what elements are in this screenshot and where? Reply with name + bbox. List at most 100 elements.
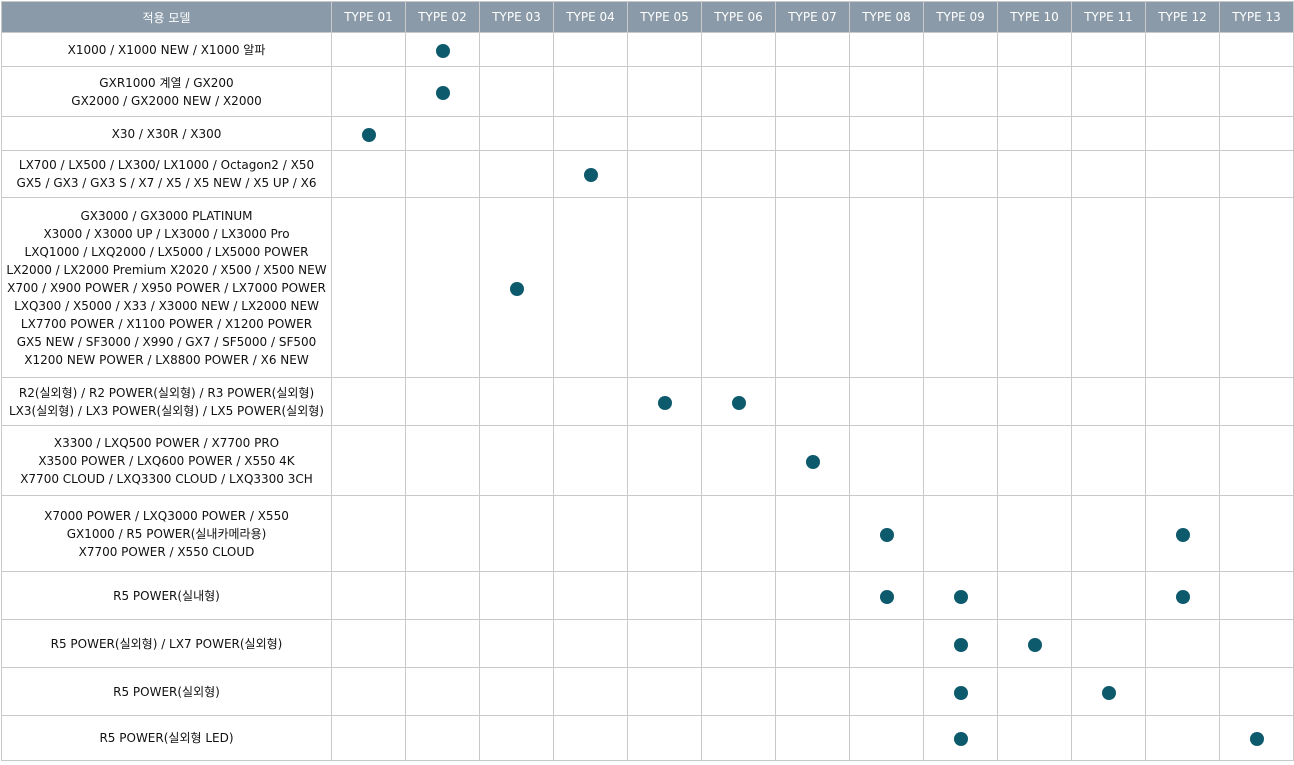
type-cell xyxy=(775,150,850,198)
type-cell xyxy=(849,116,924,151)
type-cell xyxy=(849,66,924,117)
type-cell xyxy=(627,116,702,151)
applicable-dot-icon xyxy=(1175,527,1190,542)
type-cell xyxy=(627,32,702,67)
type-cell xyxy=(627,377,702,426)
type-cell xyxy=(701,66,776,117)
table-row: R5 POWER(실외형 LED) xyxy=(1,715,1294,761)
type-cell xyxy=(627,715,702,761)
type-cell xyxy=(553,619,628,668)
type-cell xyxy=(627,619,702,668)
type-cell xyxy=(997,150,1072,198)
type-cell xyxy=(923,425,998,496)
type-cell xyxy=(331,715,406,761)
type-column-header: TYPE 06 xyxy=(701,1,776,33)
type-cell xyxy=(405,495,480,572)
type-cell xyxy=(1219,377,1294,426)
type-cell xyxy=(331,116,406,151)
model-column-header: 적용 모델 xyxy=(1,1,332,33)
type-cell xyxy=(405,619,480,668)
type-cell xyxy=(405,150,480,198)
applicable-dot-icon xyxy=(805,454,820,469)
type-cell xyxy=(1145,425,1220,496)
type-cell xyxy=(923,66,998,117)
type-cell xyxy=(405,197,480,378)
applicable-dot-icon xyxy=(1175,589,1190,604)
type-cell xyxy=(1219,619,1294,668)
type-cell xyxy=(627,495,702,572)
type-cell xyxy=(923,377,998,426)
type-cell xyxy=(701,116,776,151)
type-cell xyxy=(775,32,850,67)
model-list-cell: GXR1000 계열 / GX200 GX2000 / GX2000 NEW /… xyxy=(1,66,332,117)
type-cell xyxy=(1219,66,1294,117)
type-cell xyxy=(1071,150,1146,198)
table-row: GX3000 / GX3000 PLATINUM X3000 / X3000 U… xyxy=(1,197,1294,378)
type-cell xyxy=(849,715,924,761)
applicable-dot-icon xyxy=(879,527,894,542)
type-cell xyxy=(1145,66,1220,117)
type-cell xyxy=(997,32,1072,67)
model-list-cell: X3300 / LXQ500 POWER / X7700 PRO X3500 P… xyxy=(1,425,332,496)
type-cell xyxy=(405,667,480,716)
type-cell xyxy=(1071,32,1146,67)
type-cell xyxy=(1219,197,1294,378)
type-cell xyxy=(997,619,1072,668)
model-list-cell: X7000 POWER / LXQ3000 POWER / X550 GX100… xyxy=(1,495,332,572)
type-cell xyxy=(479,619,554,668)
type-cell xyxy=(1071,667,1146,716)
type-cell xyxy=(627,571,702,620)
type-cell xyxy=(701,715,776,761)
type-cell xyxy=(997,197,1072,378)
type-cell xyxy=(775,116,850,151)
type-cell xyxy=(331,150,406,198)
type-cell xyxy=(1071,377,1146,426)
type-cell xyxy=(331,32,406,67)
type-cell xyxy=(553,116,628,151)
type-cell xyxy=(405,377,480,426)
type-cell xyxy=(553,197,628,378)
type-cell xyxy=(1145,197,1220,378)
type-cell xyxy=(553,150,628,198)
type-cell xyxy=(479,150,554,198)
type-cell xyxy=(997,66,1072,117)
table-row: R5 POWER(실내형) xyxy=(1,571,1294,620)
type-cell xyxy=(331,197,406,378)
type-cell xyxy=(775,619,850,668)
type-cell xyxy=(923,715,998,761)
type-cell xyxy=(553,667,628,716)
type-cell xyxy=(331,619,406,668)
type-cell xyxy=(627,197,702,378)
type-cell xyxy=(331,425,406,496)
model-list-cell: R5 POWER(실내형) xyxy=(1,571,332,620)
applicable-dot-icon xyxy=(435,43,450,58)
type-cell xyxy=(1145,150,1220,198)
type-cell xyxy=(553,32,628,67)
type-cell xyxy=(1145,116,1220,151)
type-column-header: TYPE 11 xyxy=(1071,1,1146,33)
table-row: X30 / X30R / X300 xyxy=(1,116,1294,151)
type-cell xyxy=(701,495,776,572)
type-cell xyxy=(997,571,1072,620)
type-cell xyxy=(1219,116,1294,151)
type-cell xyxy=(479,715,554,761)
model-list-cell: X30 / X30R / X300 xyxy=(1,116,332,151)
type-cell xyxy=(1219,32,1294,67)
type-cell xyxy=(997,667,1072,716)
type-cell xyxy=(701,425,776,496)
type-cell xyxy=(997,495,1072,572)
type-column-header: TYPE 02 xyxy=(405,1,480,33)
type-cell xyxy=(849,32,924,67)
type-cell xyxy=(405,571,480,620)
type-cell xyxy=(775,197,850,378)
model-list-cell: X1000 / X1000 NEW / X1000 알파 xyxy=(1,32,332,67)
type-column-header: TYPE 10 xyxy=(997,1,1072,33)
applicable-dot-icon xyxy=(879,589,894,604)
applicable-dot-icon xyxy=(731,395,746,410)
type-cell xyxy=(479,66,554,117)
type-cell xyxy=(1145,667,1220,716)
type-cell xyxy=(923,150,998,198)
type-cell xyxy=(849,150,924,198)
type-cell xyxy=(923,571,998,620)
applicable-dot-icon xyxy=(953,637,968,652)
